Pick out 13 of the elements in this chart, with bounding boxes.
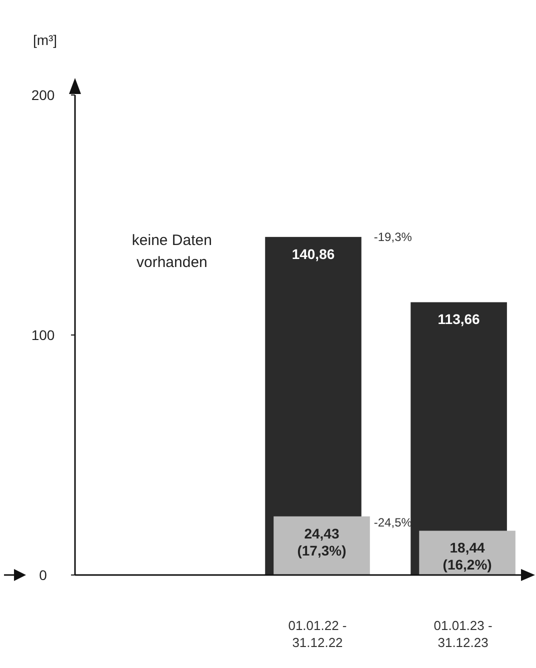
y-axis-title: [m³] (32, 32, 58, 48)
annotation: keine Daten vorhanden (132, 232, 212, 271)
data-label: 24,43 (17,3%) (297, 525, 346, 558)
data-label: 140,86 (292, 246, 335, 262)
data-label: 113,66 (438, 311, 480, 328)
y-tick-label: 0 (39, 567, 48, 583)
x-tick-label: 01.01.22 - 31.12.22 (288, 618, 347, 650)
x-tick-label: 01.01.23 - 31.12.23 (434, 618, 492, 650)
bar (274, 516, 370, 575)
data-label: 18,44 (16,2%) (442, 540, 492, 573)
y-tick-label: 200 (31, 87, 55, 103)
y-tick-label: 100 (31, 327, 55, 343)
annotation: -19,3% (374, 230, 412, 244)
